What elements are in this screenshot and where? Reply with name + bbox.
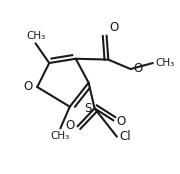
Text: CH₃: CH₃ bbox=[155, 58, 175, 68]
Text: CH₃: CH₃ bbox=[26, 31, 45, 41]
Text: CH₃: CH₃ bbox=[51, 131, 70, 141]
Text: O: O bbox=[133, 62, 142, 75]
Text: O: O bbox=[66, 119, 75, 132]
Text: O: O bbox=[109, 21, 118, 34]
Text: S: S bbox=[84, 102, 91, 115]
Text: O: O bbox=[116, 115, 125, 128]
Text: Cl: Cl bbox=[119, 130, 131, 143]
Text: O: O bbox=[24, 81, 33, 93]
